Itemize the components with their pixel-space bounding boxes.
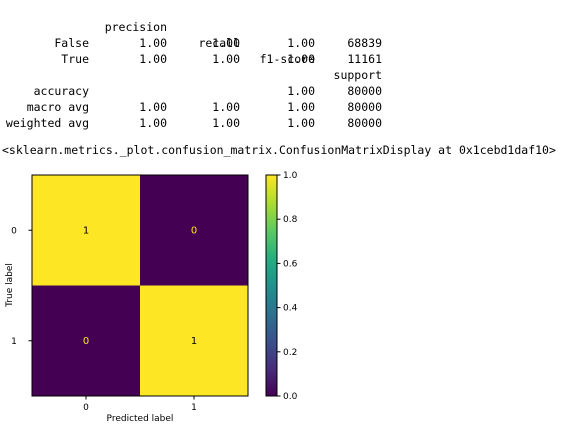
x-tick-label: 0 xyxy=(83,403,89,413)
report-cell-recall: 1.00 xyxy=(212,116,240,130)
report-cell-support: 11161 xyxy=(347,52,382,66)
report-cell-recall: 1.00 xyxy=(212,52,240,66)
axis-ticks: 0 1 0 1 xyxy=(11,226,197,413)
colorbar xyxy=(266,175,277,396)
heatmap-cell xyxy=(32,285,140,396)
report-cell-f1: 1.00 xyxy=(287,36,315,50)
report-row-label: False xyxy=(54,36,89,50)
report-cell-precision: 1.00 xyxy=(139,116,167,130)
report-row-label: macro avg xyxy=(26,100,89,114)
report-cell-f1: 1.00 xyxy=(287,52,315,66)
colorbar-tick-label: 0.6 xyxy=(283,259,298,269)
report-cell-support: 80000 xyxy=(347,84,382,98)
colorbar-ticks: 0.0 0.2 0.4 0.6 0.8 1.0 xyxy=(277,171,298,402)
report-cell-f1: 1.00 xyxy=(287,116,315,130)
header-support: support xyxy=(333,68,382,82)
report-row-label: True xyxy=(61,52,89,66)
report-row-label: weighted avg xyxy=(5,116,89,130)
colorbar-tick-label: 0.8 xyxy=(283,215,298,225)
x-axis-label: Predicted label xyxy=(107,414,174,424)
report-row: True 1.00 1.00 1.00 11161 xyxy=(0,51,420,67)
report-cell-precision: 1.00 xyxy=(139,100,167,114)
heatmap-cell-label: 1 xyxy=(191,336,197,347)
report-cell-f1: 1.00 xyxy=(287,100,315,114)
report-row: macro avg 1.00 1.00 1.00 80000 xyxy=(0,99,420,115)
report-header-row: precision recall f1-score support xyxy=(0,3,420,82)
report-cell-precision: 1.00 xyxy=(139,52,167,66)
y-axis-label: True label xyxy=(5,263,15,308)
report-cell-recall: 1.00 xyxy=(212,100,240,114)
header-recall: recall xyxy=(198,36,240,50)
colorbar-tick-label: 0.0 xyxy=(283,392,298,402)
colorbar-frame xyxy=(265,174,278,397)
heatmap-frame xyxy=(31,174,249,397)
heatmap-cell-label: 0 xyxy=(83,336,89,347)
colorbar-tick-label: 1.0 xyxy=(283,171,298,181)
display-object-repr: <sklearn.metrics._plot.confusion_matrix.… xyxy=(2,143,556,157)
heatmap-cell-label: 1 xyxy=(83,225,89,236)
header-precision: precision xyxy=(104,20,167,34)
colorbar-tick-label: 0.2 xyxy=(283,348,297,358)
header-f1-score: f1-score xyxy=(259,52,315,66)
report-row: False 1.00 1.00 1.00 68839 xyxy=(0,35,420,51)
report-cell-f1: 1.00 xyxy=(287,84,315,98)
heatmap-cell xyxy=(140,175,248,286)
x-tick-label: 1 xyxy=(191,403,197,413)
heatmap-cell xyxy=(32,175,140,286)
y-tick-label: 1 xyxy=(11,337,17,347)
report-cell-support: 80000 xyxy=(347,116,382,130)
report-cell-recall: 1.00 xyxy=(212,36,240,50)
report-cell-support: 68839 xyxy=(347,36,382,50)
report-cell-precision: 1.00 xyxy=(139,36,167,50)
heatmap-cell xyxy=(140,285,248,396)
report-row: accuracy 1.00 80000 xyxy=(0,83,420,99)
colorbar-tick-label: 0.4 xyxy=(283,304,298,314)
y-tick-label: 0 xyxy=(11,226,17,236)
report-row-label: accuracy xyxy=(33,84,89,98)
report-cell-support: 80000 xyxy=(347,100,382,114)
heatmap-cell-label: 0 xyxy=(191,225,197,236)
heatmap-cells: 1 0 0 1 xyxy=(32,175,248,396)
report-row: weighted avg 1.00 1.00 1.00 80000 xyxy=(0,115,420,131)
